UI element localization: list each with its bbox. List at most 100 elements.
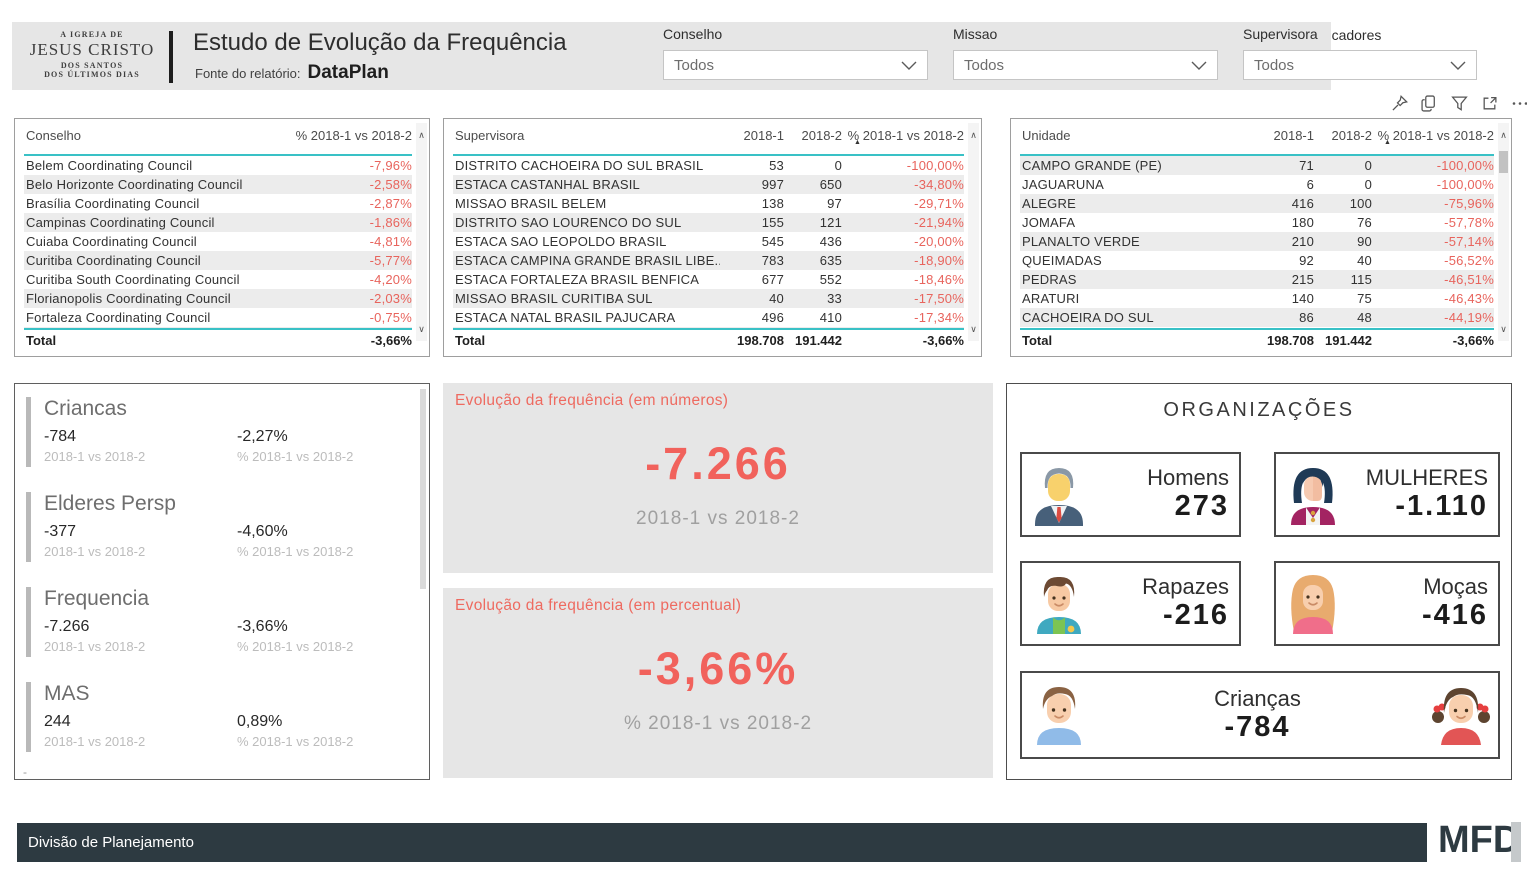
row-2018-1: 496	[761, 310, 784, 325]
org-label: Crianças	[1214, 685, 1301, 711]
focus-mode-icon[interactable]	[1481, 95, 1498, 112]
kpi-item: MAS 244 2018-1 vs 2018-2 0,89% % 2018-1 …	[26, 682, 405, 752]
supervisora-dropdown[interactable]: Todos	[1243, 50, 1477, 80]
table-row[interactable]: Curitiba Coordinating Council -5,77%	[24, 251, 412, 270]
row-2018-1: 92	[1299, 253, 1314, 268]
column-header-supervisora[interactable]: Supervisora	[455, 128, 525, 143]
row-pct: -75,96%	[1444, 196, 1494, 211]
row-name: Belo Horizonte Coordinating Council	[26, 177, 243, 192]
table-row[interactable]: ESTACA NATAL BRASIL PAJUCARA 496 410 -17…	[453, 308, 964, 327]
scroll-up-icon[interactable]	[416, 130, 427, 140]
table-row[interactable]: MISSAO BRASIL CURITIBA SUL 40 33 -17,50%	[453, 289, 964, 308]
table-row[interactable]: ALEGRE 416 100 -75,96%	[1020, 194, 1494, 213]
column-header-pct-sorted[interactable]: % 2018-1 vs 2018-2	[1372, 128, 1494, 146]
pin-icon[interactable]	[1391, 95, 1408, 112]
copy-icon[interactable]	[1421, 95, 1438, 112]
row-pct: -2,58%	[369, 177, 412, 192]
row-2018-2: 97	[827, 196, 842, 211]
table-row[interactable]: ESTACA CASTANHAL BRASIL 997 650 -34,80%	[453, 175, 964, 194]
kpi-pct-label: % 2018-1 vs 2018-2	[237, 449, 354, 464]
row-2018-1: 783	[761, 253, 784, 268]
column-header-conselho[interactable]: Conselho	[26, 128, 81, 143]
chevron-down-icon	[1450, 61, 1466, 70]
row-pct: -57,78%	[1444, 215, 1494, 230]
kpi-panel: Criancas -784 2018-1 vs 2018-2 -2,27% % …	[14, 383, 430, 780]
scroll-down-icon[interactable]	[416, 324, 427, 334]
table-row[interactable]: PLANALTO VERDE 210 90 -57,14%	[1020, 232, 1494, 251]
column-header-unidade[interactable]: Unidade	[1022, 128, 1071, 143]
table-row[interactable]: Cuiaba Coordinating Council -4,81%	[24, 232, 412, 251]
page-title: Estudo de Evolução da Frequência	[193, 29, 567, 56]
church-logo: A IGREJA DE JESUS CRISTO DOS SANTOS DOS …	[24, 30, 160, 79]
table-row[interactable]: CACHOEIRA DO SUL 86 48 -44,19%	[1020, 308, 1494, 327]
filter-icon[interactable]	[1451, 95, 1468, 112]
table-row[interactable]: DISTRITO CACHOEIRA DO SUL BRASIL 53 0 -1…	[453, 156, 964, 175]
scroll-up-icon[interactable]	[1498, 130, 1509, 140]
missao-dropdown[interactable]: Todos	[953, 50, 1218, 80]
row-2018-1: 545	[761, 234, 784, 249]
conselho-dropdown[interactable]: Todos	[663, 50, 928, 80]
row-pct: -17,34%	[914, 310, 964, 325]
table-row[interactable]: ESTACA SAO LEOPOLDO BRASIL 545 436 -20,0…	[453, 232, 964, 251]
table-row[interactable]: DISTRITO SAO LOURENCO DO SUL 155 121 -21…	[453, 213, 964, 232]
org-card-mocas: Moças -416	[1274, 561, 1500, 646]
column-header-2018-1[interactable]: 2018-1	[743, 128, 784, 143]
table-row[interactable]: Campinas Coordinating Council -1,86%	[24, 213, 412, 232]
table-row[interactable]: ESTACA FORTALEZA BRASIL BENFICA 677 552 …	[453, 270, 964, 289]
table-row[interactable]: QUEIMADAS 92 40 -56,52%	[1020, 251, 1494, 270]
table-row[interactable]: ESTACA CANOAS BRASIL 565 469 -16,99%	[453, 327, 964, 328]
row-2018-1: 210	[1291, 234, 1314, 249]
org-label: Rapazes	[1142, 574, 1229, 600]
table-row[interactable]: PEDRAS 215 115 -46,51%	[1020, 270, 1494, 289]
kpi-title: MAS	[44, 682, 90, 705]
total-pct: -3,66%	[922, 333, 964, 348]
logo-line: A IGREJA DE	[60, 30, 124, 39]
conselho-total-row: Total -3,66%	[24, 328, 412, 351]
organizations-panel: ORGANIZAÇÕES Homens 273	[1006, 383, 1512, 780]
table-row[interactable]: Belem Coordinating Council -7,96%	[24, 156, 412, 175]
row-2018-2: 552	[819, 272, 842, 287]
scrollbar-thumb[interactable]	[420, 389, 426, 589]
table-row[interactable]: Fortaleza Coordinating Council -0,75%	[24, 308, 412, 327]
slicer-conselho: Conselho Todos	[663, 26, 928, 80]
table-row[interactable]: JOMAFA 180 76 -57,78%	[1020, 213, 1494, 232]
scroll-down-icon[interactable]	[968, 324, 979, 334]
column-header-pct[interactable]: % 2018-1 vs 2018-2	[295, 128, 412, 143]
column-header-2018-2[interactable]: 2018-2	[801, 128, 842, 143]
row-name: ALEGRE	[1022, 196, 1076, 211]
column-header-2018-2[interactable]: 2018-2	[1331, 128, 1372, 143]
scrollbar[interactable]	[968, 123, 979, 341]
table-row[interactable]: JAGUARUNA 6 0 -100,00%	[1020, 175, 1494, 194]
table-row[interactable]: MISSAO BRASIL BELEM 138 97 -29,71%	[453, 194, 964, 213]
footer-bar: Divisão de Planejamento	[17, 823, 1427, 862]
row-name: MISSAO BRASIL BELEM	[455, 196, 607, 211]
more-options-icon[interactable]	[1511, 95, 1527, 112]
table-row[interactable]: ARATURI 140 75 -46,43%	[1020, 289, 1494, 308]
scrollbar-thumb[interactable]	[1499, 151, 1508, 173]
scrollbar[interactable]	[1498, 123, 1509, 341]
scroll-up-icon[interactable]	[968, 130, 979, 140]
org-label: Homens	[1147, 465, 1229, 491]
row-pct: -20,00%	[914, 234, 964, 249]
row-2018-2: 121	[819, 215, 842, 230]
row-name: ESTACA FORTALEZA BRASIL BENFICA	[455, 272, 700, 287]
row-2018-1: 40	[769, 291, 784, 306]
table-row[interactable]: Brasília Coordinating Council -2,87%	[24, 194, 412, 213]
table-row[interactable]: CAMPO GRANDE (PE) 71 0 -100,00%	[1020, 156, 1494, 175]
kpi-value-label: 2018-1 vs 2018-2	[44, 449, 146, 464]
card-title: Evolução da frequência (em percentual)	[455, 597, 742, 614]
table-row[interactable]: Belo Horizonte Coordinating Council -2,5…	[24, 175, 412, 194]
row-pct: -4,81%	[369, 234, 412, 249]
scroll-down-icon[interactable]	[1498, 324, 1509, 334]
column-header-2018-1[interactable]: 2018-1	[1273, 128, 1314, 143]
row-pct: -5,77%	[369, 253, 412, 268]
table-row[interactable]: Florianopolis Coordinating Council -2,03…	[24, 289, 412, 308]
row-2018-1: 6	[1306, 177, 1314, 192]
table-row[interactable]: ESTACA CAMPINA GRANDE BRASIL LIBE... 783…	[453, 251, 964, 270]
row-pct: -7,96%	[369, 158, 412, 173]
table-row[interactable]: Curitiba South Coordinating Council -4,2…	[24, 270, 412, 289]
logo-line: JESUS CRISTO	[29, 40, 155, 59]
column-header-pct-sorted[interactable]: % 2018-1 vs 2018-2	[842, 128, 964, 146]
table-row[interactable]: Fortaleza East. Coordinating Council -0,…	[24, 327, 412, 328]
scrollbar[interactable]	[416, 123, 427, 341]
